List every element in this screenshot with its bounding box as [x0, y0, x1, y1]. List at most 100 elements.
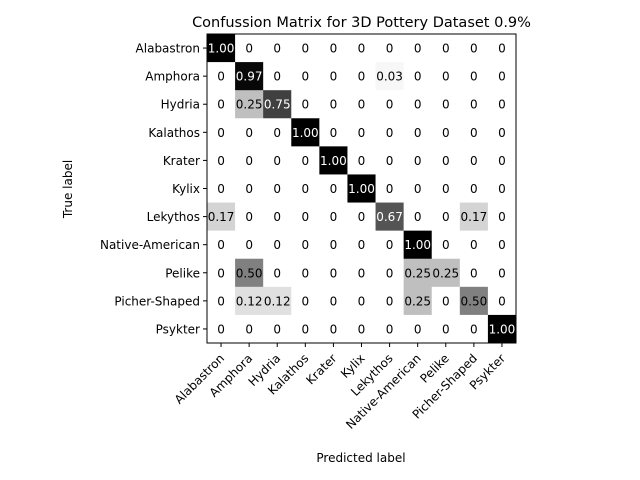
heatmap-cell: [375, 174, 405, 203]
heatmap-cell: [403, 174, 433, 203]
cell-value-label: 0: [330, 182, 338, 196]
heatmap-cell: [347, 174, 376, 203]
heatmap-cell: [263, 202, 292, 232]
heatmap-cell: [263, 34, 292, 63]
cell-value-label: 0.25: [432, 266, 459, 280]
cell-value-label: 0: [498, 126, 506, 140]
heatmap-cell: [431, 202, 461, 232]
cell-value-label: 0: [386, 238, 394, 252]
heatmap-cell: [347, 118, 376, 147]
cell-value-label: 0: [442, 322, 450, 336]
heatmap-cell: [487, 90, 517, 119]
heatmap-cell: [235, 90, 264, 119]
cell-value-label: 0: [498, 70, 506, 84]
cell-value-label: 0: [470, 42, 478, 56]
heatmap-cell: [235, 146, 264, 175]
y-tick-label: Krater: [163, 154, 200, 168]
cell-value-label: 0: [442, 154, 450, 168]
cell-value-label: 0: [414, 154, 422, 168]
heatmap-cell: [487, 258, 517, 288]
heatmap-cell: [487, 34, 517, 63]
y-tick-label: Pelike: [165, 266, 200, 280]
heatmap-cell: [263, 258, 292, 288]
heatmap-cell: [459, 314, 489, 344]
heatmap-cell: [403, 34, 433, 63]
y-tick-label: Native-American: [100, 238, 200, 252]
heatmap-cell: [487, 118, 517, 147]
heatmap-cell: [459, 118, 489, 147]
heatmap-cell: [319, 34, 348, 63]
heatmap-cell: [459, 258, 489, 288]
cell-value-label: 0: [358, 322, 366, 336]
heatmap-cell: [347, 34, 376, 63]
heatmap-cell: [487, 314, 517, 344]
heatmap-cell: [487, 62, 517, 91]
heatmap-cell: [319, 230, 348, 260]
cell-value-label: 0.17: [461, 210, 488, 224]
heatmap-cell: [207, 146, 236, 175]
heatmap-cell: [291, 118, 320, 147]
heatmap-cell: [403, 286, 433, 316]
x-axis-label: Predicted label: [316, 451, 405, 465]
heatmap-cell: [431, 62, 461, 91]
cell-value-label: 0: [386, 322, 394, 336]
cell-value-label: 0: [245, 322, 253, 336]
y-tick-label: Psykter: [156, 322, 200, 336]
heatmap-cell: [459, 286, 489, 316]
heatmap-cell: [403, 314, 433, 344]
cell-value-label: 0: [442, 42, 450, 56]
cell-value-label: 0: [273, 182, 281, 196]
heatmap-cell: [291, 62, 320, 91]
cell-value-label: 0: [470, 182, 478, 196]
heatmap-cell: [263, 90, 292, 119]
heatmap-cell: [235, 62, 264, 91]
cell-value-label: 0: [273, 42, 281, 56]
cell-value-label: 0: [386, 126, 394, 140]
cell-value-label: 0.75: [264, 98, 291, 112]
cell-value-label: 0: [470, 154, 478, 168]
cell-value-label: 0: [358, 294, 366, 308]
cell-value-label: 0: [414, 70, 422, 84]
cell-value-label: 0: [498, 294, 506, 308]
heatmap-cell: [375, 118, 405, 147]
cell-value-label: 0: [386, 154, 394, 168]
cell-value-label: 0: [498, 154, 506, 168]
cell-value-label: 0: [301, 238, 309, 252]
cell-value-label: 0: [217, 322, 225, 336]
cell-value-label: 0: [442, 182, 450, 196]
cell-value-label: 0: [245, 182, 253, 196]
cell-value-label: 0: [386, 98, 394, 112]
heatmap-cell: [319, 146, 348, 175]
cell-value-label: 0: [442, 98, 450, 112]
heatmap-cell: [375, 230, 405, 260]
cell-value-label: 0: [217, 238, 225, 252]
heatmap-cell: [235, 118, 264, 147]
heatmap-cell: [431, 314, 461, 344]
heatmap-cell: [263, 146, 292, 175]
heatmap-cell: [347, 202, 376, 232]
y-axis-label: True label: [61, 160, 75, 219]
cell-value-label: 0: [442, 70, 450, 84]
heatmap-cell: [375, 146, 405, 175]
heatmap-cell: [347, 90, 376, 119]
cell-value-label: 0: [330, 238, 338, 252]
heatmap-cell: [431, 146, 461, 175]
cell-value-label: 0: [498, 98, 506, 112]
cell-value-label: 0.03: [376, 70, 403, 84]
cell-value-label: 0: [330, 70, 338, 84]
cell-value-label: 0: [358, 126, 366, 140]
cell-value-label: 0: [301, 42, 309, 56]
heatmap-cell: [263, 230, 292, 260]
heatmap-cell: [431, 34, 461, 63]
heatmap-cell: [403, 90, 433, 119]
cell-value-label: 0: [301, 210, 309, 224]
heatmap-cell: [375, 258, 405, 288]
heatmap-cell: [319, 314, 348, 344]
heatmap-cells: [207, 34, 517, 344]
heatmap-cell: [459, 146, 489, 175]
cell-value-label: 0: [358, 266, 366, 280]
cell-value-label: 0.25: [404, 294, 431, 308]
heatmap-cell: [235, 286, 264, 316]
cell-value-label: 0: [414, 126, 422, 140]
